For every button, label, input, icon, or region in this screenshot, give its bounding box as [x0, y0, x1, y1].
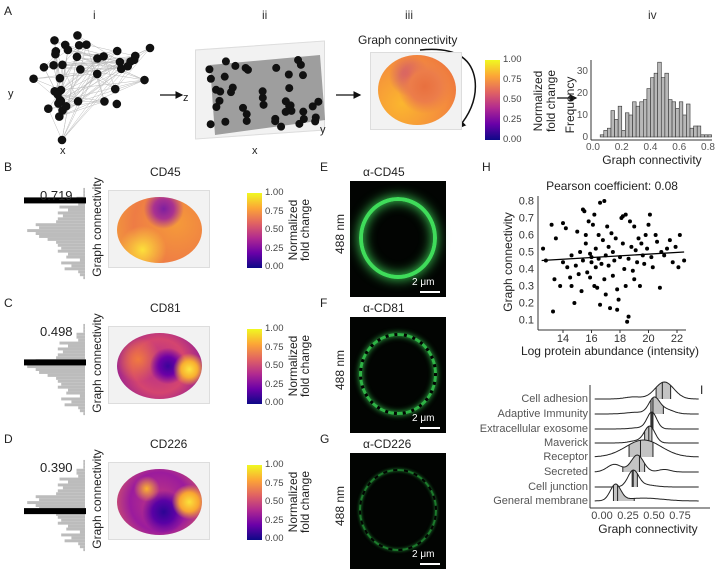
- category-label: Secreted: [544, 466, 588, 478]
- x-tick-label: 0.75: [669, 510, 690, 522]
- category-label: Cell adhesion: [521, 393, 588, 405]
- x-tick-label: 0.00: [591, 510, 612, 522]
- ridge-mask: [595, 455, 699, 472]
- ridge-curve: [595, 470, 699, 487]
- ridge-mask: [595, 397, 699, 414]
- x-tick-label: 0.50: [643, 510, 664, 522]
- category-label: Extracellular exosome: [480, 423, 588, 435]
- category-label: Maverick: [544, 437, 589, 449]
- ridge-mask: [595, 412, 699, 429]
- category-label: Cell junction: [528, 481, 588, 493]
- ridge-quantile-fill: [656, 382, 671, 399]
- category-label: Receptor: [543, 451, 588, 463]
- category-label: General membrane: [493, 495, 588, 507]
- x-tick-label: 0.25: [617, 510, 638, 522]
- x-axis-label: Graph connectivity: [598, 522, 697, 536]
- category-label: Adaptive Immunity: [498, 408, 589, 420]
